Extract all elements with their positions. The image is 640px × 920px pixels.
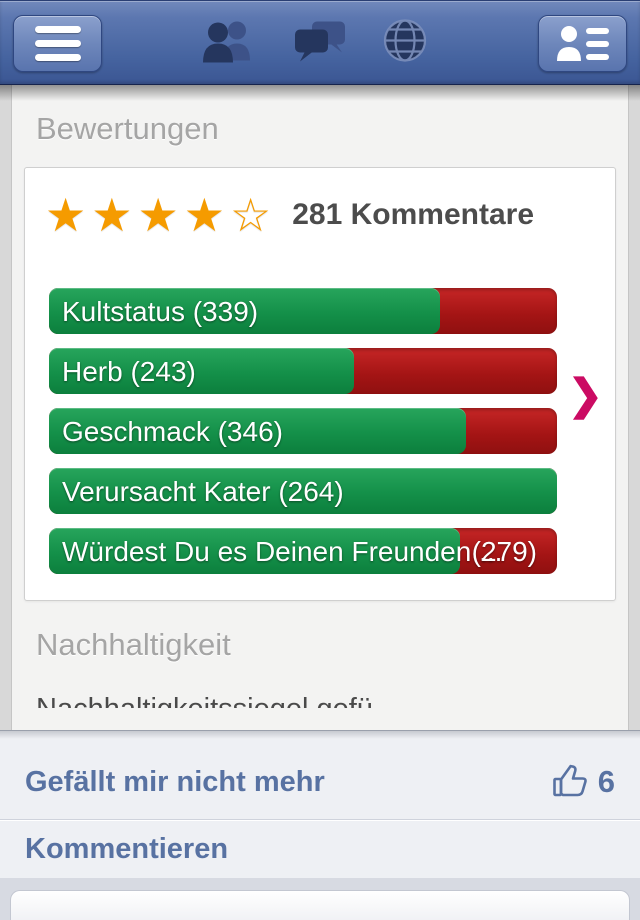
rating-bar[interactable]: Herb (243) — [49, 348, 557, 394]
rating-bar-fill — [49, 288, 441, 334]
star-filled-icon[interactable]: ★ — [137, 189, 179, 241]
next-story-card — [10, 890, 630, 920]
clipped-text-line: Nachhaltigkeitssiegel gefü — [36, 693, 604, 708]
unlike-label: Gefällt mir nicht mehr — [25, 765, 325, 798]
like-count: 6 — [597, 764, 615, 799]
contacts-button[interactable] — [538, 15, 627, 72]
like-count-group: 6 — [552, 764, 615, 800]
feed-actions: Gefällt mir nicht mehr 6 Kommentieren — [0, 730, 640, 878]
friends-button[interactable] — [199, 17, 257, 68]
friends-icon — [203, 21, 250, 62]
rating-bar-count: (279) — [471, 536, 537, 567]
globe-icon — [383, 18, 427, 62]
hamburger-icon — [34, 26, 81, 33]
unlike-button[interactable]: Gefällt mir nicht mehr 6 — [0, 731, 640, 820]
rating-bars: ❯ Kultstatus (339) Herb (243) Geschmack (3… — [37, 288, 603, 574]
contact-list-icon — [556, 25, 609, 61]
star-rating: ★ ★ ★ ★ ☆ — [45, 192, 276, 238]
comments-count: 281 Kommentare — [292, 198, 535, 231]
stars-row: ★ ★ ★ ★ ☆ 281 Kommentare — [37, 190, 603, 238]
ratings-card: ★ ★ ★ ★ ☆ 281 Kommentare ❯ Kultstatus (339) H… — [24, 167, 616, 601]
comment-button[interactable]: Kommentieren — [0, 820, 640, 878]
rating-bar[interactable]: Geschmack (346) — [49, 408, 557, 454]
rating-bar[interactable]: Verursacht Kater (264) — [49, 468, 557, 514]
chat-bubbles-icon — [295, 21, 345, 61]
star-filled-icon[interactable]: ★ — [91, 189, 133, 241]
sustainability-section-title: Nachhaltigkeit — [36, 627, 231, 662]
rating-bar-fill — [49, 348, 354, 394]
rating-bar-label: Herb (243) — [62, 356, 196, 387]
star-filled-icon[interactable]: ★ — [45, 189, 87, 241]
rating-bar[interactable]: Kultstatus (339) — [49, 288, 557, 334]
webview: Bewertungen ★ ★ ★ ★ ☆ 281 Kommentare ❯ Kults… — [0, 85, 640, 730]
rating-bar-fill — [49, 528, 461, 574]
thumbs-up-icon — [552, 764, 587, 797]
rating-bar-label: Kultstatus (339) — [62, 296, 259, 327]
rating-bar-label: Verursacht Kater (264) — [62, 476, 344, 507]
rating-bar-label: Geschmack (346) — [62, 416, 283, 447]
content-panel: Bewertungen ★ ★ ★ ★ ☆ 281 Kommentare ❯ Kults… — [11, 85, 629, 730]
comment-label: Kommentieren — [25, 833, 229, 865]
navbar — [0, 0, 640, 85]
notifications-button[interactable] — [381, 16, 429, 69]
messages-button[interactable] — [292, 17, 348, 68]
star-filled-icon[interactable]: ★ — [183, 189, 225, 241]
rating-bar-fill — [49, 408, 466, 454]
chevron-right-icon[interactable]: ❯ — [567, 371, 603, 418]
rating-bar-fill — [49, 468, 557, 514]
ratings-section-title: Bewertungen — [36, 111, 219, 146]
star-empty-icon[interactable]: ☆ — [230, 189, 272, 241]
rating-bar-label: Würdest Du es Deinen Freunden ... — [62, 536, 503, 567]
menu-button[interactable] — [13, 15, 102, 72]
rating-bar[interactable]: Würdest Du es Deinen Freunden ... (279) — [49, 528, 557, 574]
bottom-area — [0, 878, 640, 920]
